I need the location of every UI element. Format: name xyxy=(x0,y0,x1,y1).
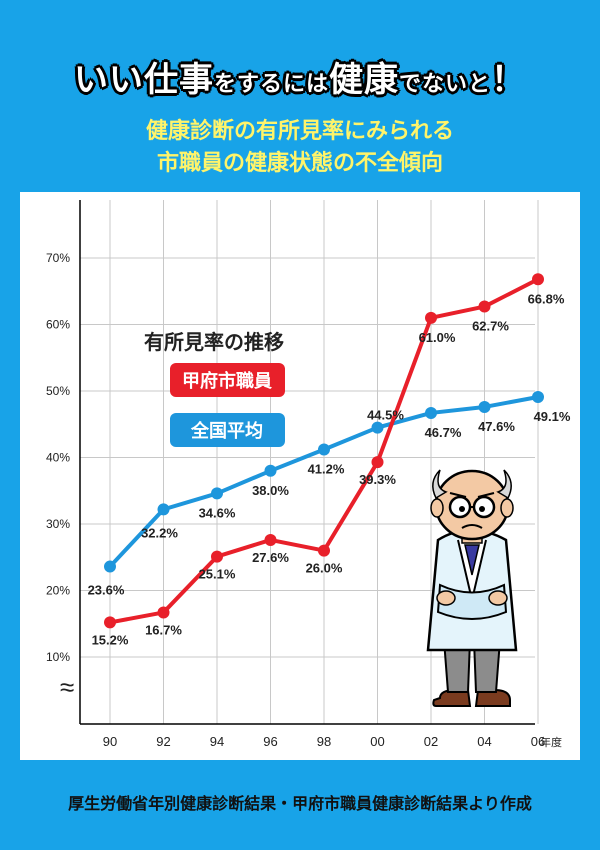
x-tick-labels: 90 92 94 96 98 00 02 04 06 xyxy=(103,734,545,749)
data-label: 41.2% xyxy=(308,462,345,477)
axis-break-symbol: ≈ xyxy=(60,672,74,702)
data-labels-national: 23.6% 32.2% 34.6% 38.0% 41.2% 44.5% 46.7% 47.6%… xyxy=(88,408,571,598)
title-part-2: をするには xyxy=(213,72,329,97)
data-point xyxy=(157,503,170,516)
data-point xyxy=(264,464,277,477)
data-point xyxy=(211,550,223,563)
data-label: 23.6% xyxy=(88,583,125,598)
data-point xyxy=(532,273,544,286)
data-label: 25.1% xyxy=(199,567,236,582)
data-label: 38.0% xyxy=(252,483,289,498)
x-tick-label: 92 xyxy=(156,734,170,749)
main-title: いい仕事をするには健康でないと！ xyxy=(0,52,600,101)
data-point xyxy=(478,400,491,413)
x-tick-label: 98 xyxy=(317,734,331,749)
axes xyxy=(79,200,535,725)
data-label: 47.6% xyxy=(478,419,515,434)
source-footnote: 厚生労働省年別健康診断結果・甲府市職員健康診断結果より作成 xyxy=(68,794,532,813)
legend-swatch-national xyxy=(170,413,285,447)
subtitle-line-1: 健康診断の有所見率にみられる xyxy=(145,119,454,144)
data-point xyxy=(318,544,330,557)
data-point xyxy=(532,390,544,403)
x-tick-label: 02 xyxy=(424,734,438,749)
legend-swatch-kofu xyxy=(170,363,285,397)
data-label: 61.0% xyxy=(419,330,456,345)
title-part-5: ！ xyxy=(491,60,527,100)
data-point xyxy=(211,487,223,500)
data-label: 39.3% xyxy=(359,472,396,487)
data-label: 49.1% xyxy=(534,409,571,424)
x-tick-label: 00 xyxy=(370,734,384,749)
data-labels-kofu: 15.2% 16.7% 25.1% 27.6% 26.0% 39.3% 61.0% 62.7%… xyxy=(92,291,565,647)
data-label: 66.8% xyxy=(528,291,565,306)
data-label: 32.2% xyxy=(141,525,178,540)
data-label: 26.0% xyxy=(306,561,343,576)
data-point xyxy=(264,533,277,546)
data-point xyxy=(371,421,384,434)
y-tick-label: 50% xyxy=(46,384,70,398)
title-part-1: いい仕事 xyxy=(73,60,214,100)
title-part-4: でないと xyxy=(399,72,492,97)
x-tick-label: 90 xyxy=(103,734,117,749)
x-tick-label: 96 xyxy=(263,734,277,749)
x-tick-label: 94 xyxy=(210,734,224,749)
doctor-illustration xyxy=(426,469,518,707)
y-tick-label: 30% xyxy=(46,517,70,531)
data-point xyxy=(478,300,491,313)
y-tick-label: 70% xyxy=(46,251,70,265)
y-tick-label: 20% xyxy=(46,584,70,598)
data-point xyxy=(425,406,437,419)
data-point xyxy=(425,311,437,324)
data-point xyxy=(318,443,330,456)
chart-title: 有所見率の推移 xyxy=(144,330,284,354)
series-kofu-staff xyxy=(104,273,544,629)
data-label: 62.7% xyxy=(472,319,509,334)
x-axis-unit: 年度 xyxy=(540,735,562,749)
data-point xyxy=(104,616,116,629)
title-part-3: 健康 xyxy=(329,60,399,100)
data-label: 46.7% xyxy=(425,425,462,440)
x-tick-label: 04 xyxy=(477,734,491,749)
legend-label-kofu: 甲府市職員 xyxy=(182,370,272,391)
y-tick-label: 10% xyxy=(46,650,70,664)
x-tick-label: 06 xyxy=(531,734,545,749)
data-label: 15.2% xyxy=(92,632,129,647)
y-tick-labels: 10% 20% 30% 40% 50% 60% 70% xyxy=(46,251,70,664)
data-label: 27.6% xyxy=(252,550,289,565)
data-point xyxy=(371,456,384,469)
y-tick-label: 40% xyxy=(46,451,70,465)
data-point xyxy=(157,606,170,619)
data-point xyxy=(104,560,116,573)
data-label: 34.6% xyxy=(199,505,236,520)
legend-label-national: 全国平均 xyxy=(190,420,263,441)
data-label: 16.7% xyxy=(145,622,182,637)
series-national-average xyxy=(104,390,544,573)
legend: 有所見率の推移 甲府市職員 全国平均 xyxy=(144,330,285,447)
data-label: 44.5% xyxy=(367,408,404,423)
subtitle-line-2: 市職員の健康状態の不全傾向 xyxy=(156,151,443,176)
y-tick-label: 60% xyxy=(46,318,70,332)
